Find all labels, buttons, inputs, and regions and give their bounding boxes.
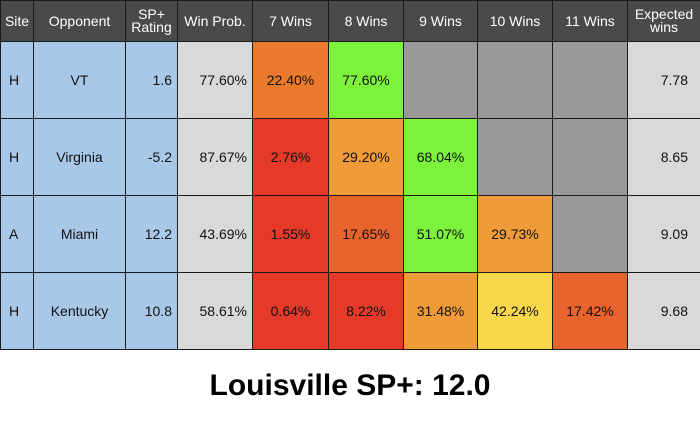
header-8-wins: 8 Wins — [328, 0, 404, 42]
wins-10-cell — [477, 41, 553, 119]
wins-9-cell: 51.07% — [403, 195, 478, 273]
header-11-wins: 11 Wins — [552, 0, 628, 42]
expected-wins-cell: 9.68 — [627, 272, 700, 350]
site-cell: H — [0, 41, 34, 119]
wins-11-cell — [552, 118, 628, 196]
expected-wins-cell: 8.65 — [627, 118, 700, 196]
header-expected-wins: Expected wins — [627, 0, 700, 42]
opponent-cell: Virginia — [33, 118, 126, 196]
opponent-cell: Kentucky — [33, 272, 126, 350]
table-row: H VT 1.6 77.60% 22.40% 77.60% 7.78 — [0, 41, 700, 119]
wins-11-cell — [552, 41, 628, 119]
wins-7-cell: 1.55% — [252, 195, 329, 273]
wins-8-cell: 29.20% — [328, 118, 404, 196]
opponent-cell: Miami — [33, 195, 126, 273]
table-row: H Kentucky 10.8 58.61% 0.64% 8.22% 31.48% 42.24… — [0, 272, 700, 350]
site-cell: H — [0, 272, 34, 350]
header-10-wins: 10 Wins — [477, 0, 553, 42]
site-cell: A — [0, 195, 34, 273]
wins-7-cell: 22.40% — [252, 41, 329, 119]
wins-8-cell: 17.65% — [328, 195, 404, 273]
chart-title: Louisville SP+: 12.0 — [209, 369, 491, 402]
wins-7-cell: 0.64% — [252, 272, 329, 350]
header-opponent: Opponent — [33, 0, 126, 42]
header-9-wins: 9 Wins — [403, 0, 478, 42]
wins-10-cell: 42.24% — [477, 272, 553, 350]
wins-8-cell: 77.60% — [328, 41, 404, 119]
sp-rating-cell: 1.6 — [125, 41, 178, 119]
table-row: A Miami 12.2 43.69% 1.55% 17.65% 51.07% 29.73% 9… — [0, 195, 700, 273]
site-cell: H — [0, 118, 34, 196]
header-row: Site Opponent SP+ Rating Win Prob. 7 Win… — [0, 0, 700, 42]
expected-wins-cell: 9.09 — [627, 195, 700, 273]
win-prob-cell: 43.69% — [177, 195, 253, 273]
header-7-wins: 7 Wins — [252, 0, 329, 42]
wins-7-cell: 2.76% — [252, 118, 329, 196]
header-win-prob: Win Prob. — [177, 0, 253, 42]
sp-rating-cell: 12.2 — [125, 195, 178, 273]
table-row: H Virginia -5.2 87.67% 2.76% 29.20% 68.04% 8.65 — [0, 118, 700, 196]
opponent-cell: VT — [33, 41, 126, 119]
wins-9-cell — [403, 41, 478, 119]
wins-10-cell — [477, 118, 553, 196]
table-body: H VT 1.6 77.60% 22.40% 77.60% 7.78 H Virginia -5.… — [0, 41, 700, 350]
expected-wins-cell: 7.78 — [627, 41, 700, 119]
sp-rating-cell: 10.8 — [125, 272, 178, 350]
wins-9-cell: 31.48% — [403, 272, 478, 350]
header-sp-rating: SP+ Rating — [125, 0, 178, 42]
win-prob-cell: 87.67% — [177, 118, 253, 196]
header-site: Site — [0, 0, 34, 42]
win-prob-cell: 58.61% — [177, 272, 253, 350]
wins-11-cell: 17.42% — [552, 272, 628, 350]
win-prob-cell: 77.60% — [177, 41, 253, 119]
wins-8-cell: 8.22% — [328, 272, 404, 350]
wins-10-cell: 29.73% — [477, 195, 553, 273]
sp-rating-cell: -5.2 — [125, 118, 178, 196]
wins-11-cell — [552, 195, 628, 273]
win-distribution-table: Site Opponent SP+ Rating Win Prob. 7 Win… — [0, 0, 700, 350]
wins-9-cell: 68.04% — [403, 118, 478, 196]
